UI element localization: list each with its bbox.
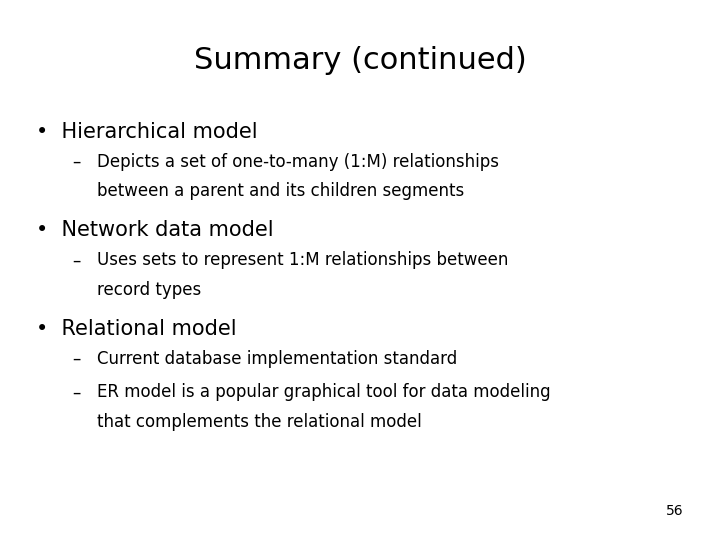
Text: between a parent and its children segments: between a parent and its children segmen…	[97, 183, 464, 200]
Text: •  Network data model: • Network data model	[36, 220, 274, 240]
Text: •  Hierarchical model: • Hierarchical model	[36, 122, 258, 141]
Text: ER model is a popular graphical tool for data modeling: ER model is a popular graphical tool for…	[97, 383, 551, 401]
Text: –: –	[72, 252, 81, 269]
Text: Uses sets to represent 1:M relationships between: Uses sets to represent 1:M relationships…	[97, 252, 508, 269]
Text: –: –	[72, 350, 81, 368]
Text: Current database implementation standard: Current database implementation standard	[97, 350, 457, 368]
Text: that complements the relational model: that complements the relational model	[97, 413, 422, 431]
Text: •  Relational model: • Relational model	[36, 319, 237, 339]
Text: –: –	[72, 153, 81, 171]
Text: –: –	[72, 383, 81, 401]
Text: 56: 56	[667, 504, 684, 518]
Text: Summary (continued): Summary (continued)	[194, 46, 526, 75]
Text: record types: record types	[97, 281, 202, 299]
Text: Depicts a set of one-to-many (1:M) relationships: Depicts a set of one-to-many (1:M) relat…	[97, 153, 499, 171]
